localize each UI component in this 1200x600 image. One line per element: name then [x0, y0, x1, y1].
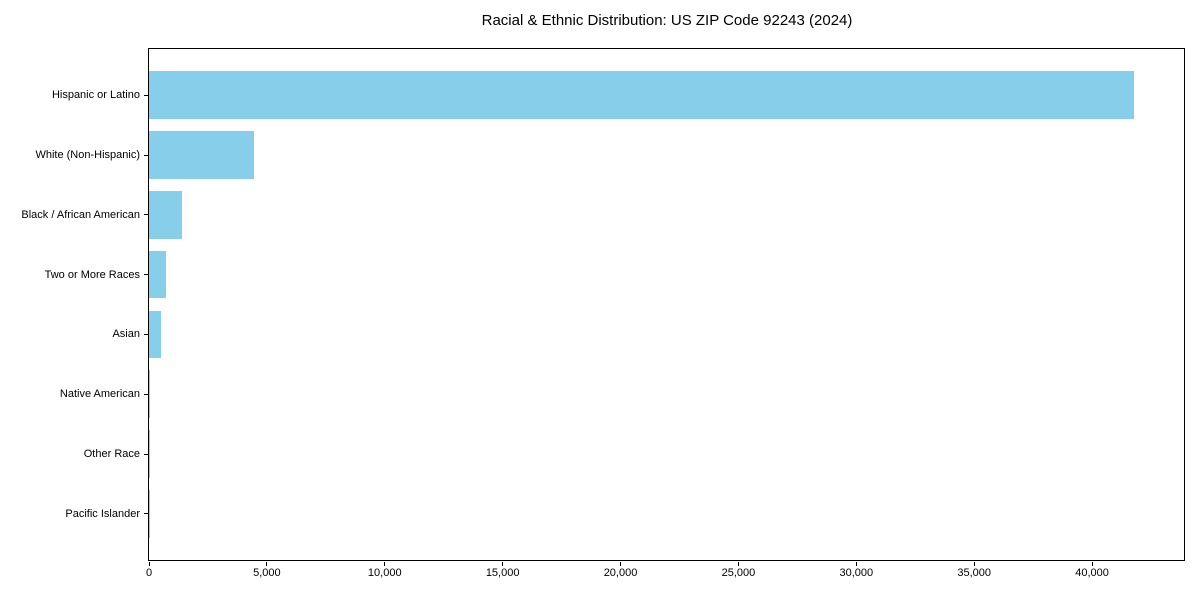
- y-axis-label: Asian: [112, 328, 140, 341]
- x-axis-tick-label: 15,000: [485, 567, 520, 579]
- bar-other-race: [149, 430, 151, 478]
- plot-area: [144, 48, 1185, 566]
- y-axis-label: Other Race: [83, 448, 140, 460]
- y-axis-label: Black / African American: [21, 208, 140, 221]
- x-tick-mark: [1091, 562, 1093, 566]
- x-axis-tick-label: 20,000: [603, 567, 638, 579]
- y-tick-mark: [144, 154, 148, 156]
- y-tick-mark: [144, 513, 148, 515]
- bar-asian: [149, 310, 162, 359]
- y-tick-mark: [144, 94, 148, 96]
- x-tick-mark: [973, 562, 975, 566]
- bar-black-african-american: [149, 190, 183, 239]
- x-axis-tick-label: 5,000: [253, 567, 281, 579]
- y-tick-mark: [144, 333, 148, 335]
- x-axis-tick-label: 35,000: [957, 567, 991, 579]
- y-axis-label: Pacific Islander: [65, 507, 140, 520]
- x-axis-tick-label: 10,000: [367, 567, 402, 579]
- bar-native-american: [149, 370, 151, 419]
- y-axis-label: White (Non-Hispanic): [35, 149, 140, 161]
- chart-title: Racial & Ethnic Distribution: US ZIP Cod…: [481, 12, 853, 29]
- x-axis-tick-label: 0: [145, 567, 153, 579]
- x-axis-tick-label: 30,000: [839, 567, 874, 579]
- x-axis-tick-label: 40,000: [1075, 567, 1109, 579]
- bar-hispanic-or-latino: [149, 71, 1135, 120]
- bar-white-non-hispanic: [149, 131, 254, 179]
- y-tick-mark: [144, 393, 148, 395]
- bar-two-or-more-races: [149, 250, 166, 299]
- x-tick-mark: [266, 562, 268, 566]
- x-tick-mark: [737, 562, 739, 566]
- y-axis-label: Native American: [59, 388, 140, 401]
- x-axis-tick-label: 25,000: [721, 567, 756, 579]
- x-tick-mark: [855, 562, 857, 566]
- x-tick-mark: [149, 562, 150, 566]
- x-tick-mark: [502, 562, 504, 566]
- x-tick-mark: [384, 562, 386, 566]
- y-tick-mark: [144, 214, 148, 216]
- y-tick-mark: [144, 453, 148, 455]
- x-tick-mark: [620, 562, 622, 566]
- y-axis-label: Hispanic or Latino: [51, 89, 140, 102]
- y-tick-mark: [144, 274, 148, 276]
- y-axis-label: Two or More Races: [44, 268, 140, 281]
